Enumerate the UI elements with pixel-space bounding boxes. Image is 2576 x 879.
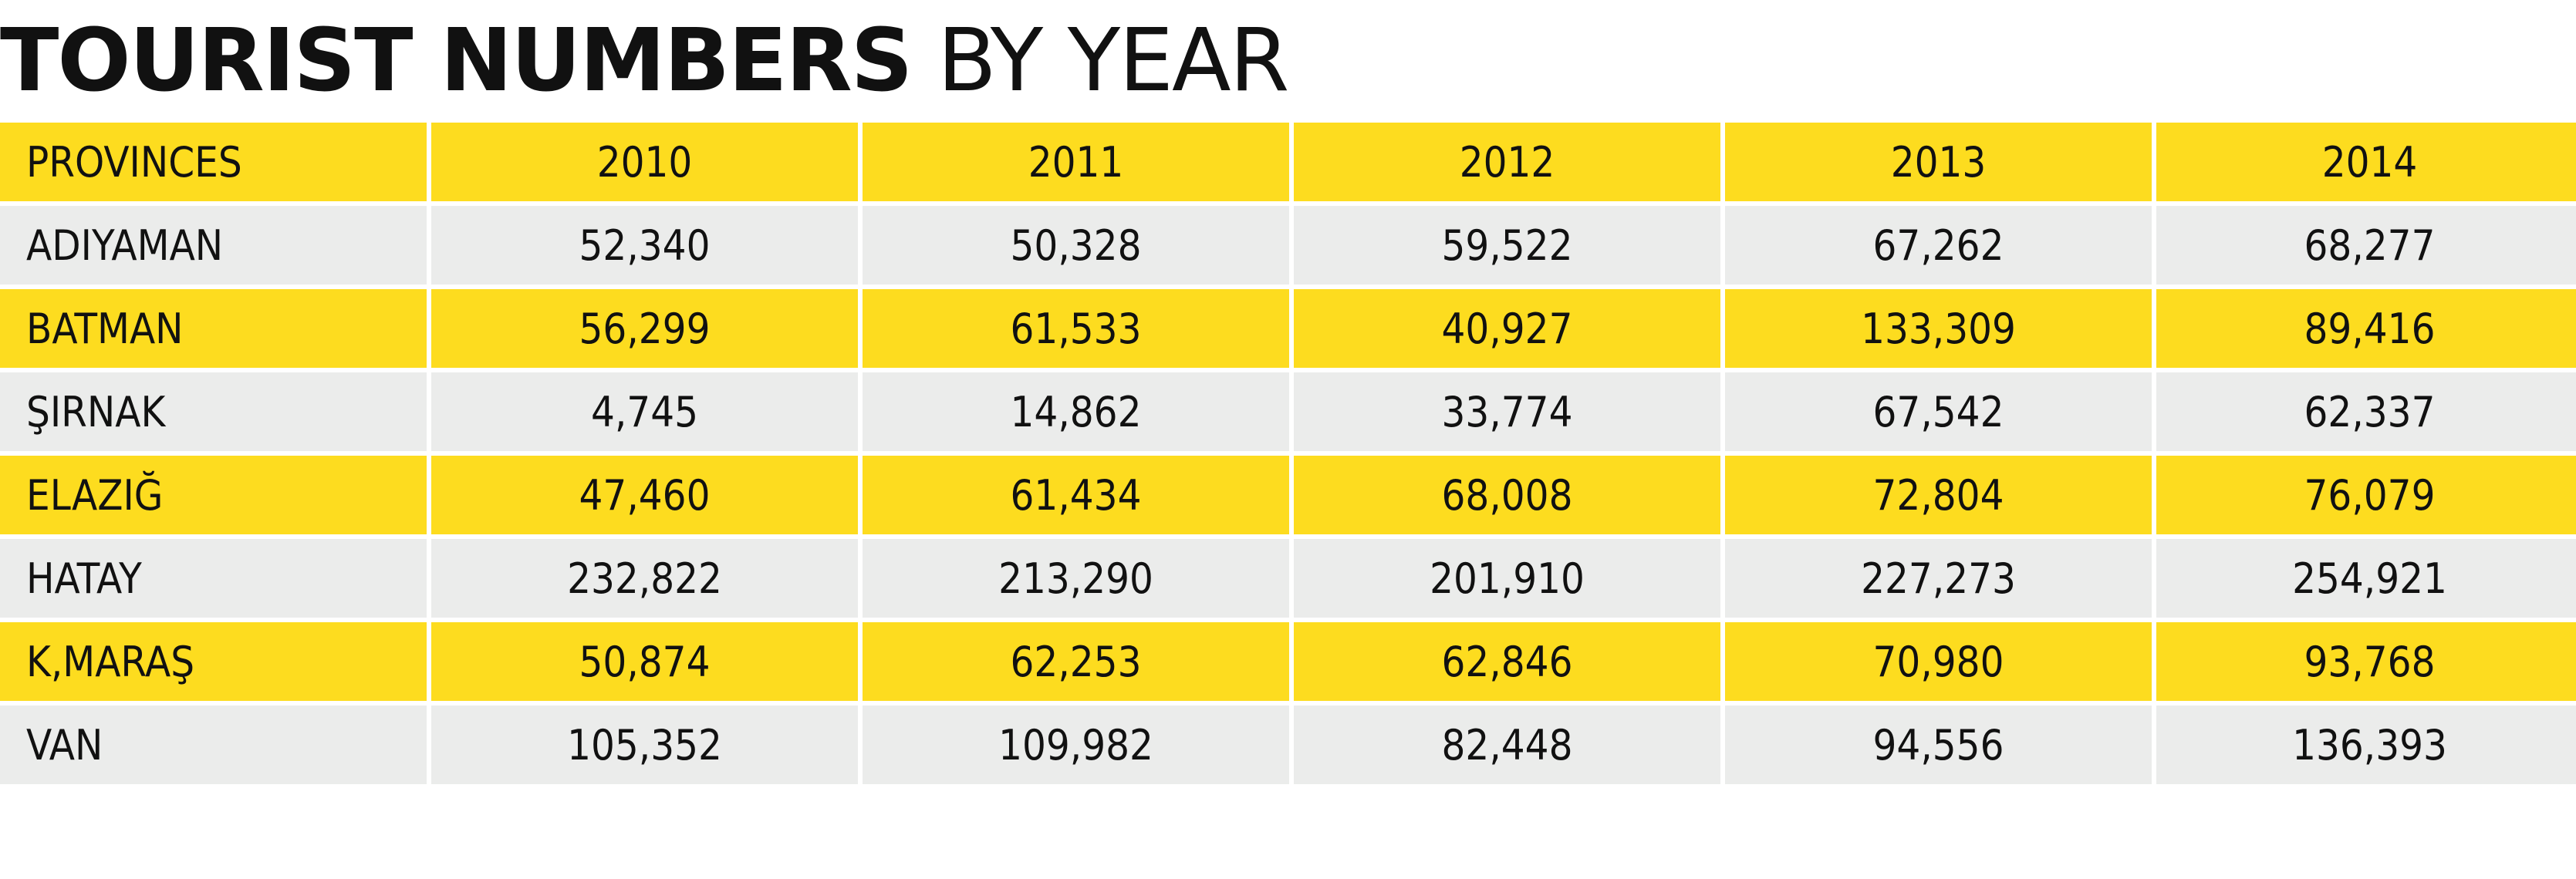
province-cell: VAN — [0, 706, 427, 784]
value-cell: 70,980 — [1725, 622, 2152, 701]
value-cell: 14,862 — [863, 372, 1289, 451]
value-cell: 72,804 — [1725, 456, 2152, 534]
table-row: ELAZIĞ 47,460 61,434 68,008 72,804 76,079 — [0, 456, 2576, 534]
value-cell: 62,337 — [2156, 372, 2576, 451]
value-cell: 254,921 — [2156, 539, 2576, 618]
value-cell: 67,262 — [1725, 206, 2152, 285]
table-row: BATMAN 56,299 61,533 40,927 133,309 89,416 — [0, 289, 2576, 368]
value-cell: 89,416 — [2156, 289, 2576, 368]
value-cell: 105,352 — [431, 706, 858, 784]
value-cell: 40,927 — [1294, 289, 1720, 368]
value-cell: 50,328 — [863, 206, 1289, 285]
value-cell: 50,874 — [431, 622, 858, 701]
value-cell: 201,910 — [1294, 539, 1720, 618]
province-cell: ŞIRNAK — [0, 372, 427, 451]
value-cell: 56,299 — [431, 289, 858, 368]
column-header-provinces: PROVINCES — [0, 123, 427, 201]
value-cell: 62,846 — [1294, 622, 1720, 701]
value-cell: 93,768 — [2156, 622, 2576, 701]
column-header-year: 2012 — [1294, 123, 1720, 201]
value-cell: 67,542 — [1725, 372, 2152, 451]
value-cell: 133,309 — [1725, 289, 2152, 368]
value-cell: 59,522 — [1294, 206, 1720, 285]
province-cell: ELAZIĞ — [0, 456, 427, 534]
column-header-year: 2013 — [1725, 123, 2152, 201]
table-row: HATAY 232,822 213,290 201,910 227,273 254,921 — [0, 539, 2576, 618]
table-header-row: PROVINCES 2010 2011 2012 2013 2014 — [0, 123, 2576, 201]
value-cell: 94,556 — [1725, 706, 2152, 784]
value-cell: 33,774 — [1294, 372, 1720, 451]
column-header-year: 2014 — [2156, 123, 2576, 201]
value-cell: 232,822 — [431, 539, 858, 618]
table-row: VAN 105,352 109,982 82,448 94,556 136,393 — [0, 706, 2576, 784]
province-cell: ADIYAMAN — [0, 206, 427, 285]
page-title: TOURIST NUMBERS BY YEAR — [0, 11, 1289, 111]
value-cell: 61,434 — [863, 456, 1289, 534]
value-cell: 109,982 — [863, 706, 1289, 784]
column-header-year: 2010 — [431, 123, 858, 201]
value-cell: 76,079 — [2156, 456, 2576, 534]
province-cell: K,MARAŞ — [0, 622, 427, 701]
value-cell: 68,008 — [1294, 456, 1720, 534]
tourist-numbers-table: PROVINCES 2010 2011 2012 2013 2014 ADIYAMAN 52,… — [0, 118, 2576, 789]
value-cell: 213,290 — [863, 539, 1289, 618]
value-cell: 62,253 — [863, 622, 1289, 701]
value-cell: 68,277 — [2156, 206, 2576, 285]
value-cell: 4,745 — [431, 372, 858, 451]
value-cell: 136,393 — [2156, 706, 2576, 784]
value-cell: 47,460 — [431, 456, 858, 534]
title-light: BY YEAR — [937, 11, 1289, 111]
table-row: ŞIRNAK 4,745 14,862 33,774 67,542 62,337 — [0, 372, 2576, 451]
value-cell: 52,340 — [431, 206, 858, 285]
table-row: ADIYAMAN 52,340 50,328 59,522 67,262 68,277 — [0, 206, 2576, 285]
title-bold: TOURIST NUMBERS — [0, 11, 913, 111]
column-header-year: 2011 — [863, 123, 1289, 201]
value-cell: 61,533 — [863, 289, 1289, 368]
province-cell: HATAY — [0, 539, 427, 618]
value-cell: 82,448 — [1294, 706, 1720, 784]
province-cell: BATMAN — [0, 289, 427, 368]
table-row: K,MARAŞ 50,874 62,253 62,846 70,980 93,768 — [0, 622, 2576, 701]
value-cell: 227,273 — [1725, 539, 2152, 618]
